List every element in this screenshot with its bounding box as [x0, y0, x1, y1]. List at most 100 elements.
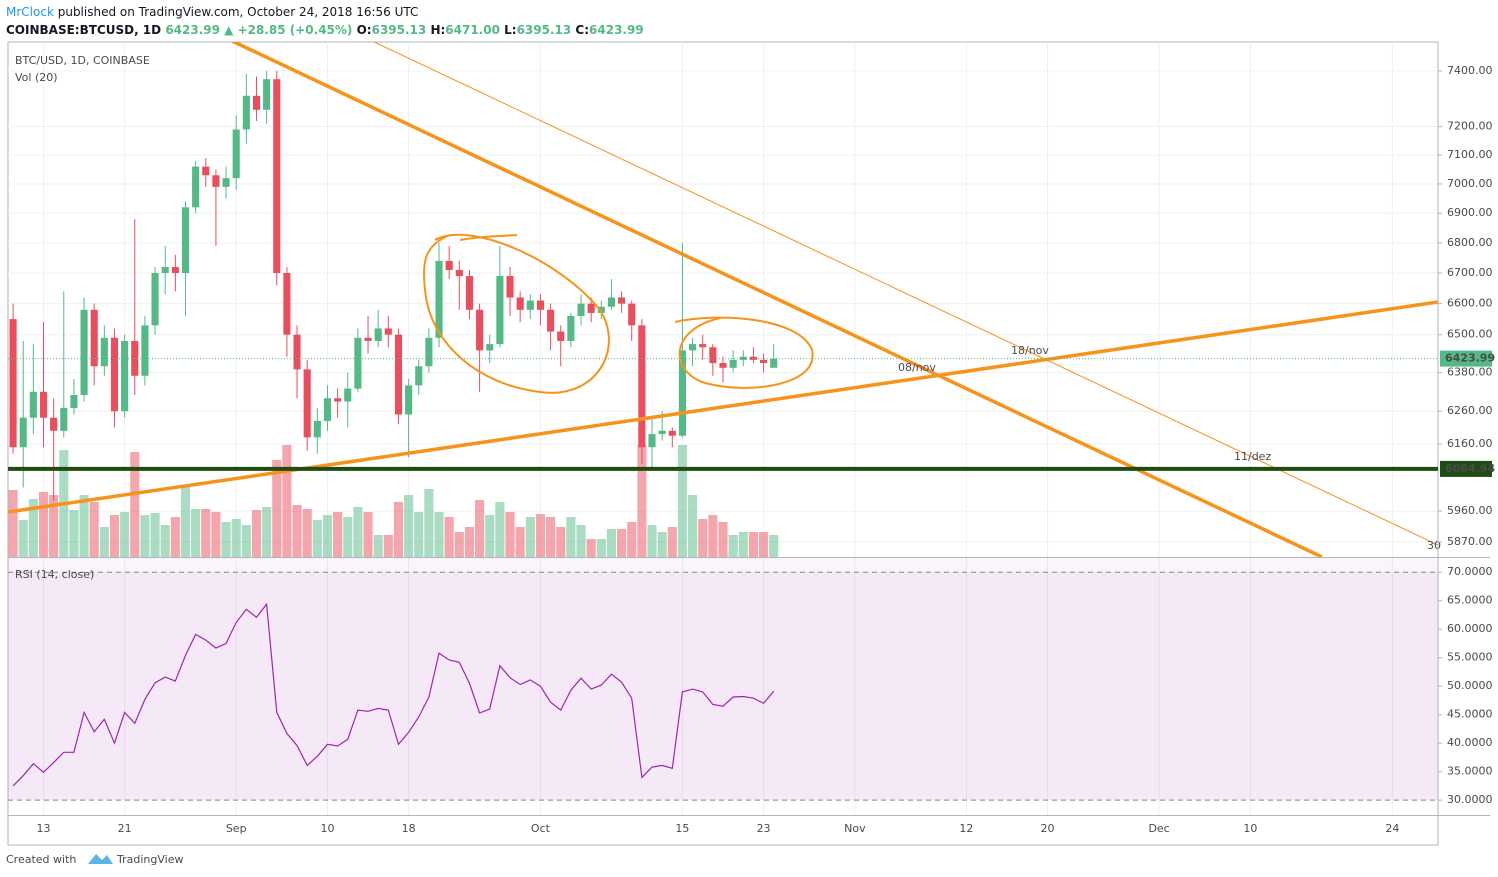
y-tick-label: 55.0000: [1447, 651, 1493, 664]
candle-body: [770, 358, 778, 368]
y-tick-label: 6800.00: [1447, 236, 1493, 249]
candle-body: [100, 337, 108, 367]
quote-label: O:: [357, 23, 372, 37]
candle-body: [39, 391, 48, 418]
y-tick-label: 60.0000: [1447, 622, 1493, 635]
volume-bar: [596, 539, 606, 557]
volume-bar: [657, 532, 667, 557]
volume-bar: [170, 517, 180, 557]
quote-line: COINBASE:BTCUSD, 1D 6423.99 ▲ +28.85 (+0…: [6, 23, 644, 37]
quote-value: 6471.00: [445, 23, 500, 37]
volume-bar: [312, 520, 322, 557]
volume-bar: [191, 509, 201, 557]
volume-bar: [414, 512, 424, 557]
y-tick-label: 40.0000: [1447, 736, 1493, 749]
y-tick-label: 35.0000: [1447, 765, 1493, 778]
volume-bar: [485, 515, 495, 557]
volume-bar: [251, 510, 262, 557]
y-tick-label: 30.0000: [1447, 793, 1493, 806]
volume-bar: [8, 490, 18, 557]
symbol: COINBASE:BTCUSD, 1D: [6, 23, 161, 37]
trendline: [373, 42, 1438, 546]
candle-body: [760, 359, 768, 364]
volume-bar: [201, 509, 211, 557]
candle-body: [607, 297, 615, 307]
candle-body: [516, 297, 524, 310]
author[interactable]: MrClock: [6, 5, 54, 19]
volume-bar: [424, 489, 434, 557]
volume-bar: [718, 522, 728, 557]
y-tick-label: 6700.00: [1447, 266, 1493, 279]
candle-body: [658, 430, 666, 435]
candle-body: [719, 363, 727, 368]
candle-body: [9, 319, 17, 448]
candle-body: [506, 276, 514, 298]
annotation: 11/dez: [1234, 450, 1271, 463]
volume-bar: [282, 445, 292, 557]
y-tick-label: 5960.00: [1447, 504, 1493, 517]
y-tick-label: 6600.00: [1447, 297, 1493, 310]
candle-body: [526, 300, 534, 310]
candle-body: [445, 260, 453, 271]
change: ▲ +28.85 (+0.45%): [224, 23, 352, 37]
candle-body: [557, 331, 565, 341]
x-tick-label: Sep: [226, 822, 247, 835]
rsi-band: [8, 572, 1438, 801]
y-tick-label: 7200.00: [1447, 120, 1493, 133]
candle-body: [577, 303, 585, 316]
annotation: 08/nov: [898, 361, 936, 374]
candle-body: [587, 303, 595, 313]
candle-body: [181, 207, 190, 274]
volume-bar: [535, 514, 546, 557]
candle-body: [394, 334, 403, 415]
volume-bar: [353, 507, 363, 557]
y-tick-label: 6500.00: [1447, 328, 1493, 341]
x-tick-label: 21: [118, 822, 132, 835]
published: published on TradingView.com, October 24…: [58, 5, 419, 19]
highlight-circle: [423, 233, 610, 394]
candle-body: [323, 398, 332, 421]
x-tick-label: 23: [757, 822, 771, 835]
last: 6423.99: [165, 23, 220, 37]
candle-body: [110, 337, 119, 412]
volume-bar: [373, 535, 383, 557]
candle-body: [121, 340, 129, 412]
volume-bar: [231, 519, 241, 557]
candle-body: [222, 178, 230, 187]
volume-bar: [393, 502, 404, 557]
volume-bar: [180, 485, 191, 557]
y-tick-label: 7000.00: [1447, 177, 1493, 190]
volume-bar: [333, 512, 343, 557]
y-tick-label: 6260.00: [1447, 404, 1493, 417]
volume-bar: [28, 499, 38, 557]
volume-bar: [647, 525, 657, 557]
volume-bar: [475, 500, 485, 557]
candle-body: [405, 385, 413, 415]
y-tick-label: 45.0000: [1447, 708, 1493, 721]
brand[interactable]: TradingView: [116, 853, 183, 866]
volume-bar: [728, 535, 738, 557]
volume-bar: [292, 505, 302, 557]
candle-body: [567, 315, 575, 341]
volume-bar: [546, 517, 556, 557]
volume-bar: [404, 495, 414, 557]
annotations: 08/nov 18/nov 11/dez 30: [898, 344, 1441, 552]
x-tick-label: Nov: [844, 822, 866, 835]
candle-body: [354, 337, 362, 389]
candle-body: [455, 270, 463, 277]
volume-bar: [434, 512, 444, 557]
highlight-circle: [674, 316, 814, 389]
volume-bar: [120, 512, 130, 557]
x-tick-label: 10: [320, 822, 334, 835]
candle-body: [465, 276, 474, 310]
volume-bar: [769, 535, 779, 557]
highlight-stroke: [459, 234, 518, 241]
candle-body: [618, 297, 626, 304]
volume-bar: [221, 522, 231, 557]
trendline: [230, 42, 1323, 557]
candle-body: [496, 276, 504, 345]
candle-body: [60, 407, 68, 431]
x-tick-label: Dec: [1148, 822, 1169, 835]
quote-label: L:: [504, 23, 516, 37]
volume-bar: [708, 515, 718, 557]
